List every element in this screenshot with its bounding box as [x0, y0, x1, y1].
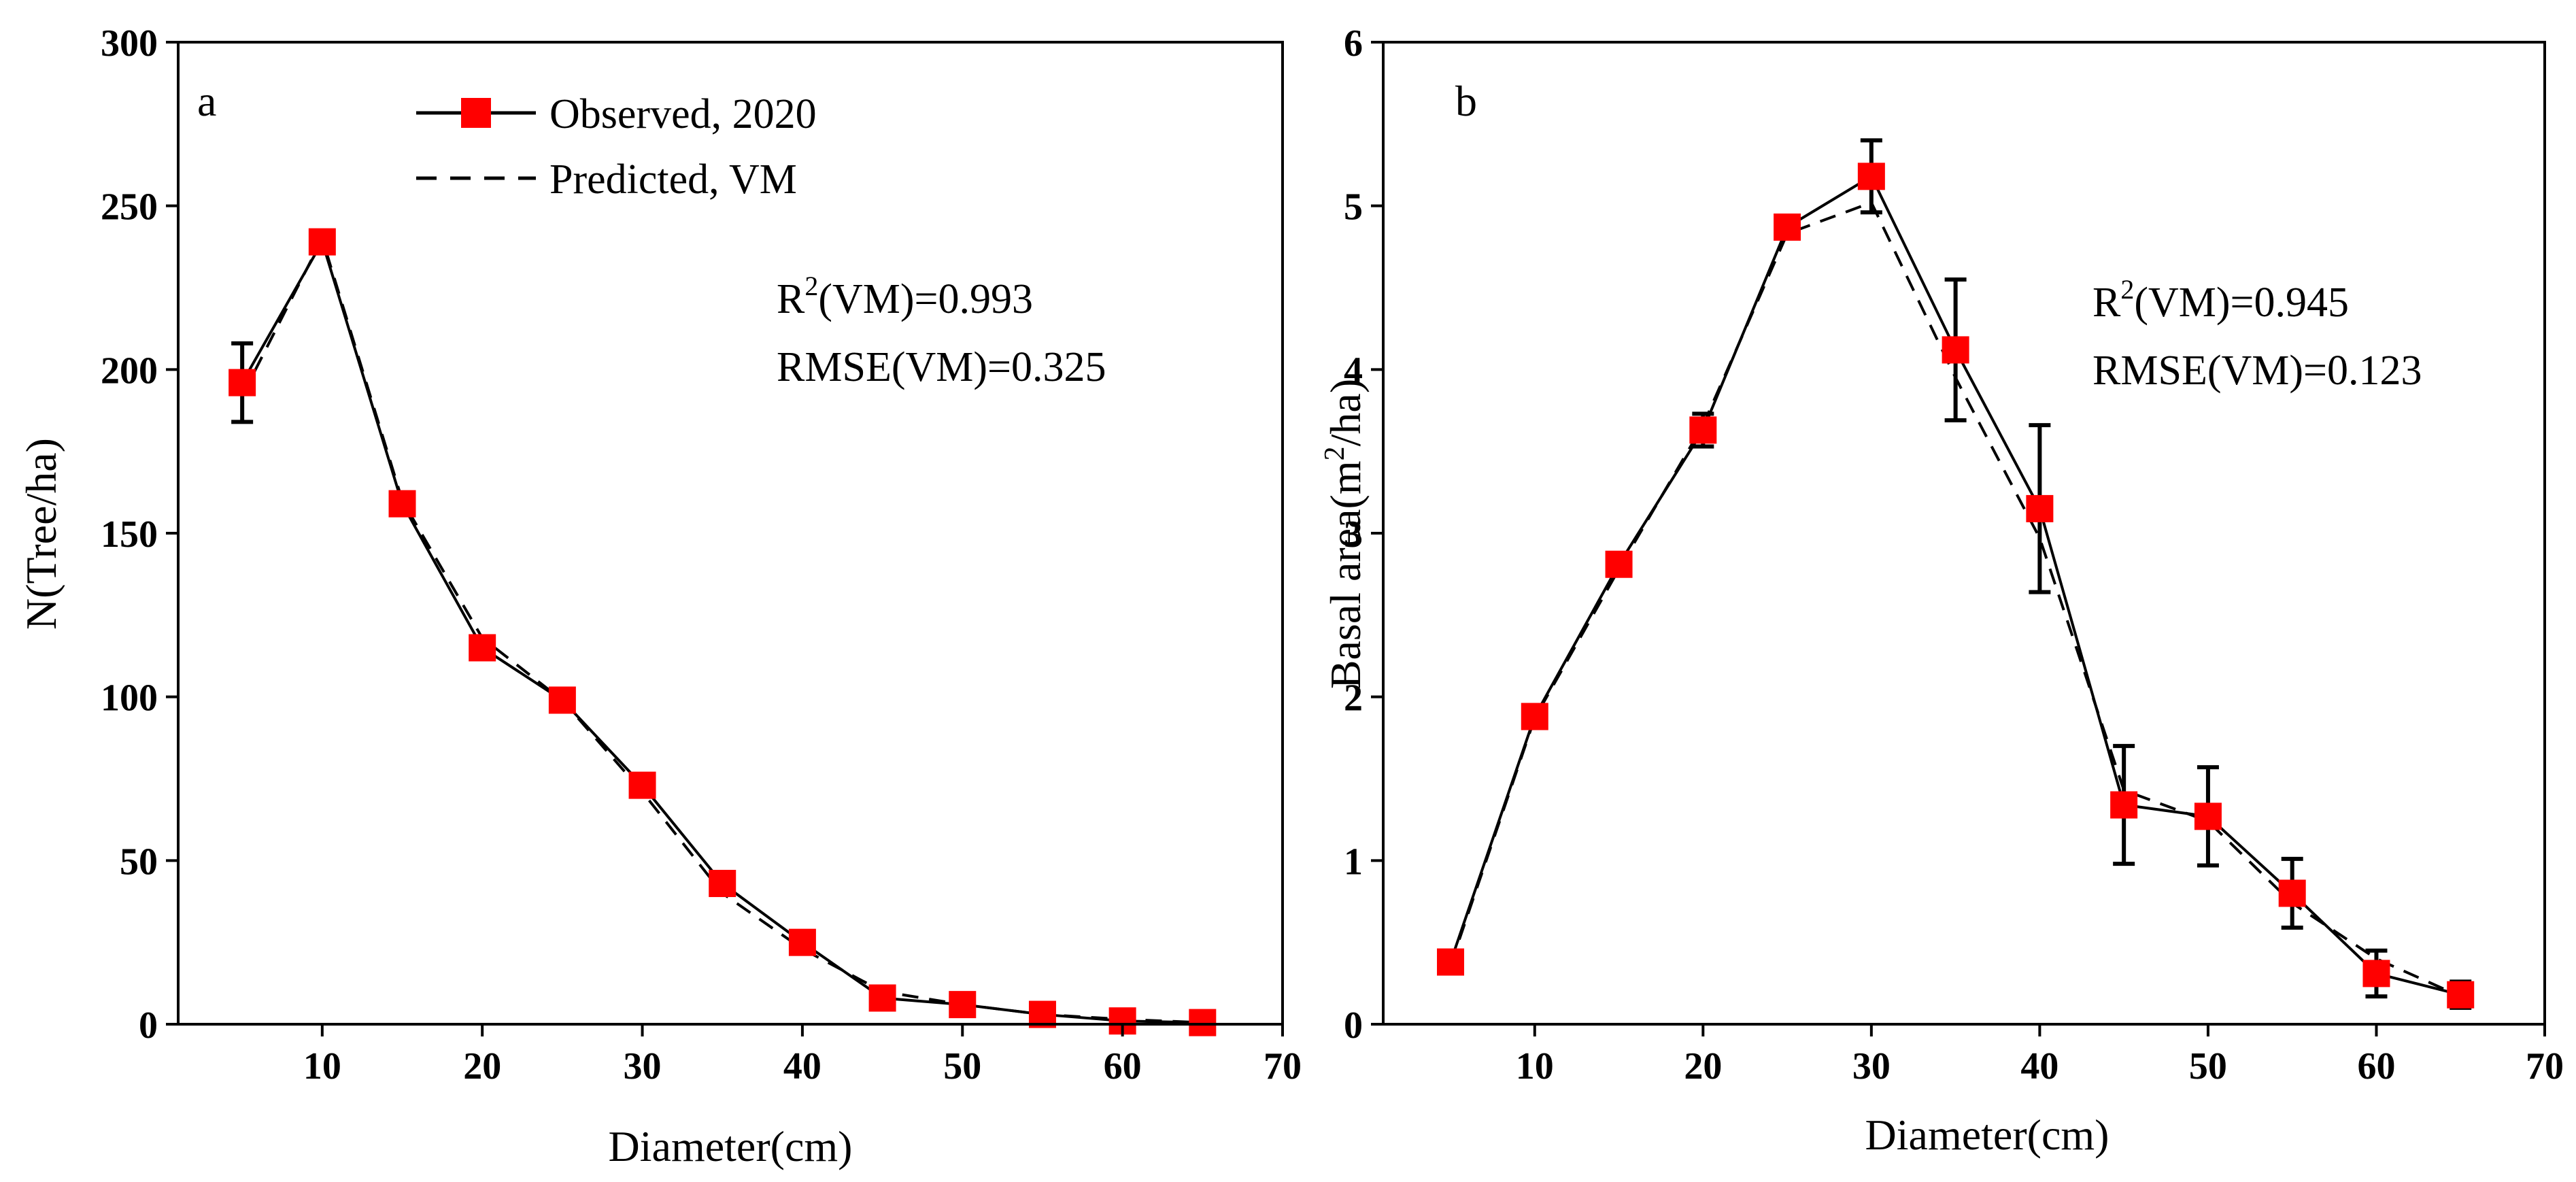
- panel-a-observed-point: [788, 928, 816, 956]
- panel-a-observed-point: [628, 771, 656, 799]
- panel-b-observed-point: [2110, 791, 2138, 819]
- legend-observed-label: Observed, 2020: [549, 91, 817, 137]
- panel-a-observed-point: [469, 634, 496, 662]
- panel-b-observed-point: [2362, 960, 2390, 987]
- panel-b-x-tick-label: 30: [1852, 1045, 1891, 1087]
- panel-a-rmse-annotation: RMSE(VM)=0.325: [777, 344, 1106, 390]
- panel-a-observed-point: [709, 870, 736, 898]
- panel-b-y-tick-label: 2: [1344, 677, 1363, 720]
- panel-b-x-tick-label: 40: [2020, 1045, 2058, 1087]
- panel-a-x-tick-label: 10: [303, 1045, 341, 1087]
- panel-a-y-tick-label: 250: [101, 186, 158, 229]
- panel-a-x-tick-label: 70: [1264, 1045, 1302, 1087]
- panel-b-observed-point: [1605, 550, 1633, 578]
- panel-b-r2-annotation: R2(VM)=0.945: [2092, 274, 2349, 326]
- panel-a-x-tick-label: 30: [624, 1045, 662, 1087]
- panel-a-observed-point: [308, 228, 336, 256]
- panel-a-observed-point: [388, 490, 416, 518]
- panel-b-observed-point: [2278, 879, 2306, 907]
- panel-b-rmse-annotation: RMSE(VM)=0.123: [2092, 348, 2422, 394]
- panel-b-x-tick-label: 60: [2357, 1045, 2395, 1087]
- panel-a-x-tick-label: 40: [783, 1045, 821, 1087]
- panel-a-observed-point: [1189, 1009, 1217, 1036]
- panel-b-observed-point: [2194, 803, 2222, 830]
- panel-b-y-axis-title: Basal area(m2/ha): [1319, 379, 1370, 689]
- panel-b-observed-point: [1689, 416, 1717, 444]
- panel-a-y-tick-label: 50: [120, 841, 158, 883]
- panel-a-x-tick-label: 60: [1104, 1045, 1142, 1087]
- panel-a-x-tick-label: 50: [943, 1045, 981, 1087]
- panel-a-y-tick-label: 100: [101, 677, 158, 720]
- panel-b-observed-point: [1942, 336, 1969, 364]
- legend-observed-marker: [461, 98, 491, 128]
- panel-a-y-tick-label: 200: [101, 350, 158, 392]
- panel-b-letter: b: [1455, 77, 1477, 125]
- panel-b-observed-point: [1857, 163, 1885, 190]
- panel-b-y-tick-label: 3: [1344, 513, 1363, 556]
- panel-b-x-tick-label: 70: [2526, 1045, 2564, 1087]
- legend: Observed, 2020 Predicted, VM: [416, 91, 817, 203]
- panel-a-y-tick-label: 150: [101, 513, 158, 556]
- panel-a-observed-point: [868, 984, 896, 1012]
- panel-a-letter: a: [197, 77, 216, 125]
- panel-b-observed-point: [1437, 948, 1465, 976]
- panel-b-observed-point: [2026, 494, 2054, 522]
- panel-b-observed-point: [2447, 981, 2475, 1009]
- panel-a-observed-point: [949, 991, 977, 1019]
- panel-b-x-axis-title: Diameter(cm): [1865, 1111, 2109, 1159]
- panel-b-y-tick-label: 4: [1344, 350, 1363, 392]
- panel-a-observed-point: [548, 686, 576, 714]
- panel-a-y-tick-label: 300: [101, 22, 158, 65]
- legend-predicted-label: Predicted, VM: [549, 156, 797, 203]
- panel-b-y-tick-label: 0: [1344, 1004, 1363, 1047]
- panel-b-y-tick-label: 5: [1344, 186, 1363, 229]
- panel-a-y-axis-title: N(Tree/ha): [17, 438, 65, 630]
- panel-a-x-axis-title: Diameter(cm): [609, 1122, 853, 1170]
- panel-b-observed-point: [1521, 703, 1548, 730]
- panel-b-x-tick-label: 10: [1516, 1045, 1554, 1087]
- panel-b-x-tick-label: 20: [1684, 1045, 1722, 1087]
- panel-a-r2-annotation: R2(VM)=0.993: [777, 271, 1033, 322]
- panel-b-chart: 10 20 30 40 50 60 70 0 1 2 3 4 5 6 b Diameter(cm) Bas…: [1319, 22, 2564, 1159]
- panel-a-y-tick-label: 0: [139, 1004, 158, 1047]
- panel-a-chart: 10 20 30 40 50 60 70 0 50 100 150 200 250 300 a Diame…: [17, 22, 1302, 1170]
- panel-a-x-tick-label: 20: [463, 1045, 501, 1087]
- panel-b-y-tick-label: 6: [1344, 22, 1363, 65]
- panel-a-observed-point: [228, 369, 256, 396]
- panel-b-y-tick-label: 1: [1344, 841, 1363, 883]
- panel-b-x-tick-label: 50: [2189, 1045, 2227, 1087]
- panel-b-observed-point: [1774, 213, 1801, 241]
